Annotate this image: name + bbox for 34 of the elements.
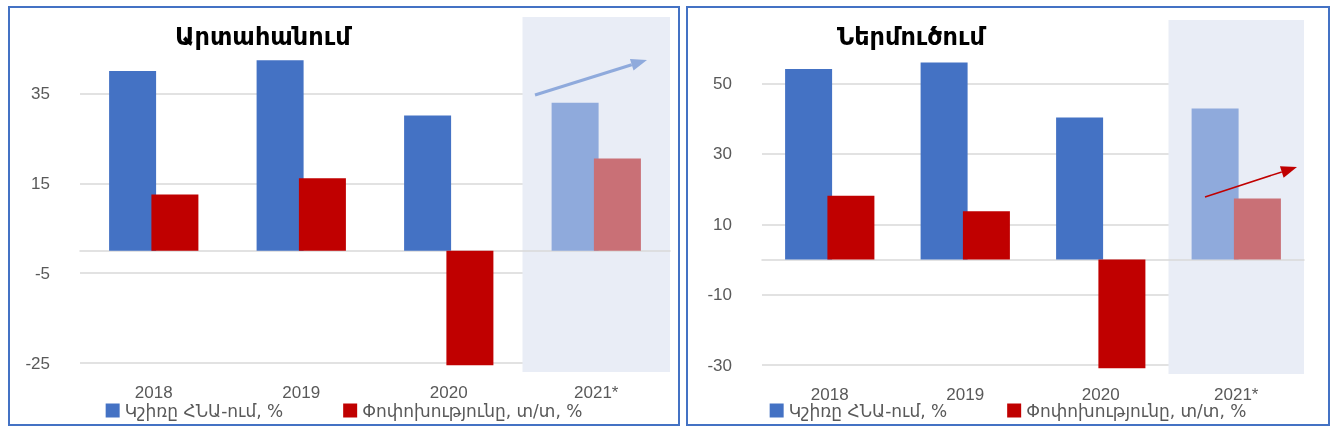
bar	[551, 102, 599, 251]
bar	[1191, 108, 1239, 260]
y-tick-label: -5	[34, 263, 50, 283]
bar	[1056, 117, 1104, 260]
y-tick-label: -25	[25, 353, 50, 373]
bar	[827, 195, 875, 260]
y-tick-label: 30	[713, 144, 732, 164]
bar	[298, 178, 346, 251]
bar	[109, 70, 157, 251]
x-tick-label: 2019	[946, 385, 985, 404]
bar	[256, 60, 304, 251]
bar	[151, 194, 199, 251]
bar	[593, 158, 641, 251]
x-tick-label: 2018	[134, 383, 173, 402]
bar	[1233, 198, 1281, 260]
bar	[404, 115, 452, 251]
bar	[920, 62, 968, 260]
y-tick-label: 15	[31, 173, 50, 193]
legend-label: Փոփոխությունը, տ/տ, %	[362, 400, 583, 421]
y-tick-label: 10	[713, 214, 732, 234]
x-tick-label: 2019	[282, 383, 321, 402]
bar	[446, 250, 494, 366]
chart-title: Արտահանում	[175, 23, 353, 51]
y-tick-label: -10	[707, 285, 732, 305]
bar	[1098, 259, 1146, 369]
y-tick-label: 35	[31, 83, 50, 103]
bar	[785, 68, 833, 260]
x-tick-label: 2021*	[574, 383, 619, 402]
y-tick-label: -30	[707, 355, 732, 375]
bar	[962, 211, 1010, 260]
chart-title: Ներմուծում	[837, 23, 987, 51]
y-tick-label: 50	[713, 73, 732, 93]
x-tick-label: 2020	[429, 383, 468, 402]
legend-label: Կշիռը ՀՆԱ-ում, %	[124, 400, 284, 421]
